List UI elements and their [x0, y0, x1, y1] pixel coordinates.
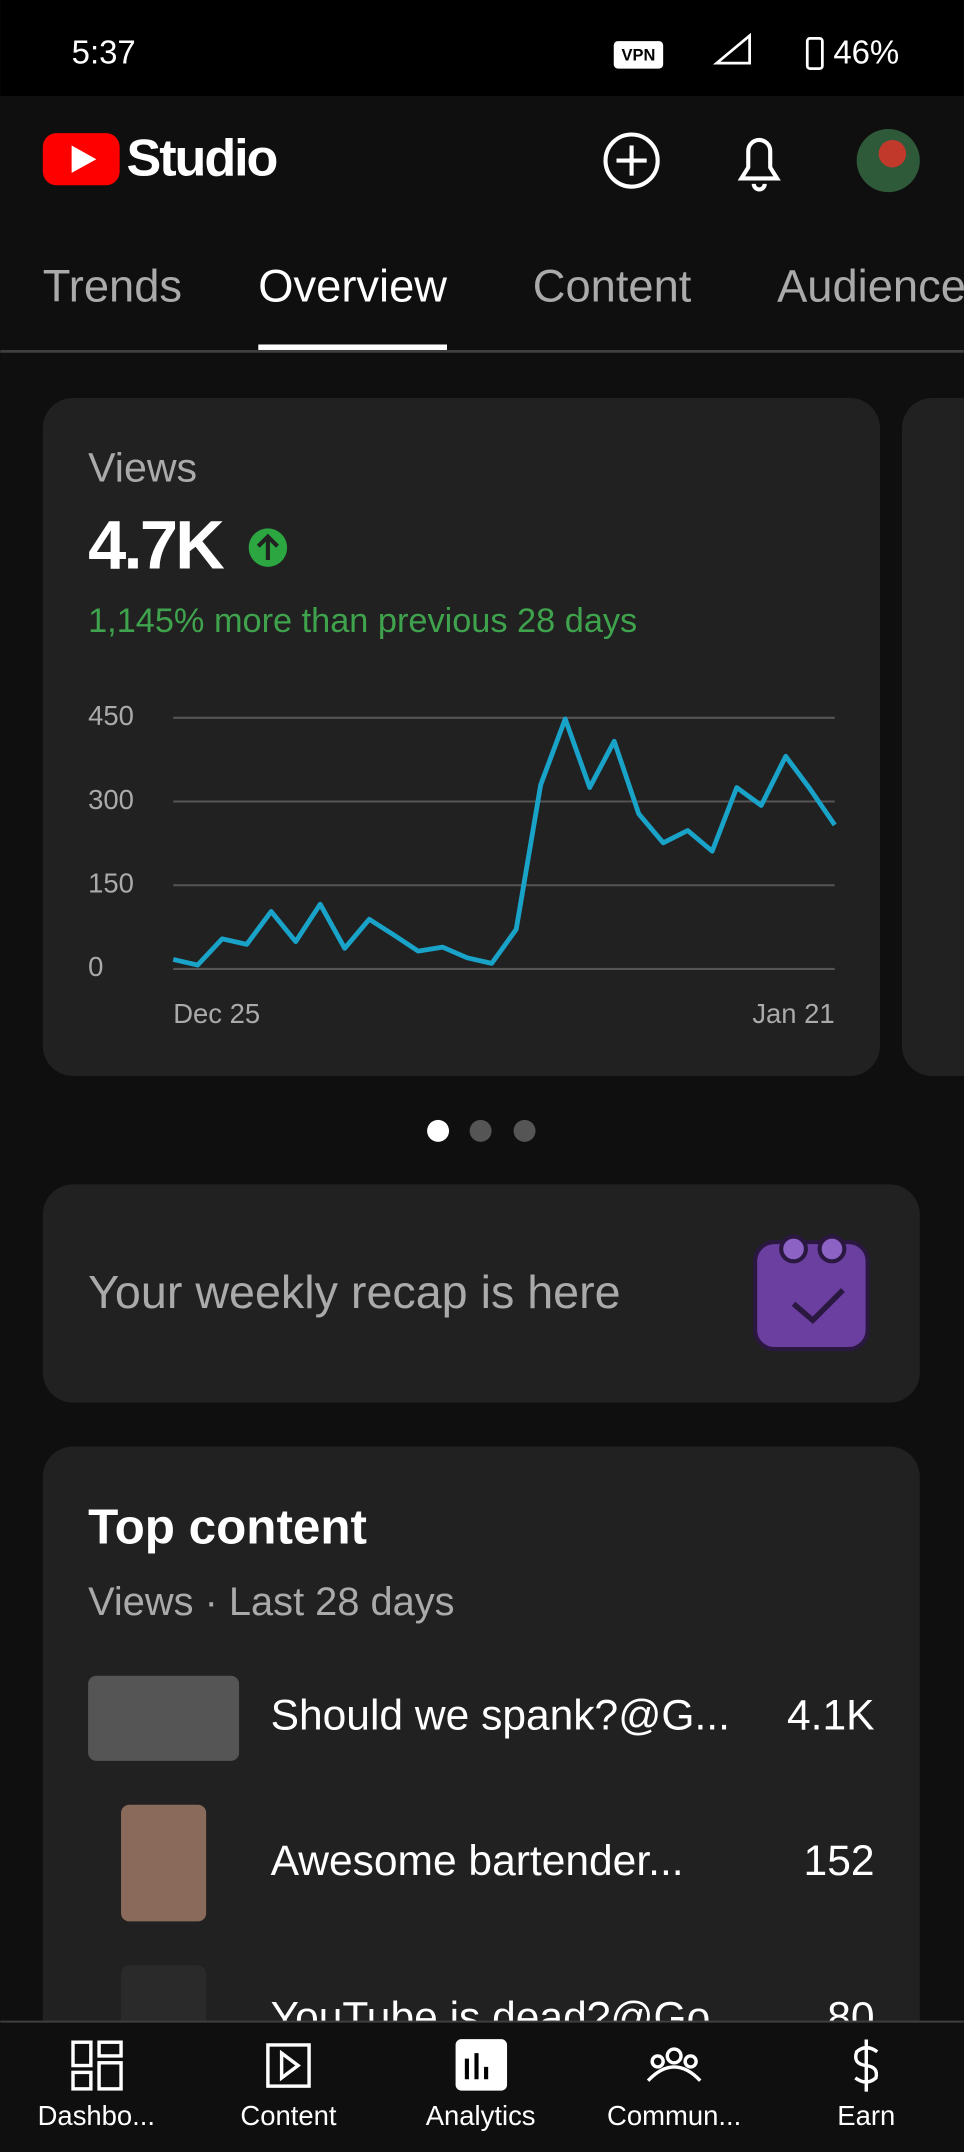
- app-name: Studio: [127, 130, 277, 188]
- thumbnail[interactable]: [121, 1804, 207, 1922]
- next-card[interactable]: [901, 398, 964, 1076]
- video-views: 152: [804, 1837, 875, 1885]
- page-dot-active[interactable]: [427, 1119, 450, 1142]
- tab[interactable]: Trends: [43, 261, 182, 312]
- battery-level: 46%: [833, 34, 899, 71]
- nav-icons: [71, 2039, 879, 2092]
- avatar-detail: [878, 139, 907, 168]
- recap-icon: [753, 1234, 870, 1352]
- video-title[interactable]: Should we spank?@G...: [271, 1692, 730, 1740]
- trend-arrow: [256, 533, 279, 560]
- battery-icon: [805, 37, 824, 70]
- tab-bar: Trends Overview Content Audience: [43, 261, 964, 350]
- top-content-list: Should we spank?@G... 4.1K Awesome bartend…: [88, 1675, 875, 2083]
- card-title: Views: [88, 445, 197, 491]
- comparison: 1,145% more than previous 28 days: [88, 602, 637, 640]
- nav-label[interactable]: Commun...: [607, 2100, 741, 2131]
- views-total: 4.7K: [88, 506, 224, 583]
- nav-label[interactable]: Earn: [837, 2100, 895, 2131]
- top-content-card: [42, 1446, 920, 2152]
- y-tick-label: 450: [88, 700, 134, 731]
- nav-label[interactable]: Dashbo...: [38, 2100, 155, 2131]
- views-chart: 0 150 300 450 Dec 25 Jan 21: [88, 700, 837, 1029]
- tab-indicator: [258, 344, 448, 350]
- views-card[interactable]: [42, 398, 881, 1076]
- analytics-glyph: [464, 2053, 489, 2080]
- vpn-badge: [613, 41, 664, 69]
- notifications-button[interactable]: [737, 138, 781, 192]
- y-tick-label: 300: [88, 784, 134, 815]
- recap-text: Your weekly recap is here: [88, 1266, 621, 1318]
- video-views: 4.1K: [787, 1692, 874, 1740]
- tab[interactable]: Overview: [258, 261, 447, 312]
- section-title: Top content: [88, 1499, 367, 1554]
- tab[interactable]: Content: [533, 261, 692, 312]
- page-dot[interactable]: [513, 1119, 536, 1142]
- y-tick-label: 0: [88, 951, 103, 982]
- section-subtitle: Views · Last 28 days: [88, 1580, 454, 1624]
- signal-icon: [712, 32, 751, 65]
- tab[interactable]: Audience: [777, 261, 964, 312]
- y-tick-label: 150: [88, 867, 134, 898]
- data-line: [172, 716, 837, 968]
- page-dot[interactable]: [469, 1119, 492, 1142]
- x-tick-label: Jan 21: [752, 998, 834, 1029]
- status-bar: [0, 0, 964, 97]
- nav-label[interactable]: Analytics: [426, 2100, 536, 2131]
- nav-label[interactable]: Content: [240, 2100, 336, 2131]
- create-button[interactable]: [603, 132, 660, 189]
- vpn-text: VPN: [622, 47, 656, 65]
- x-tick-label: Dec 25: [173, 998, 260, 1029]
- nav-labels: Dashbo... Content Analytics Commun... Earn: [38, 2100, 896, 2131]
- video-title[interactable]: Awesome bartender...: [271, 1837, 684, 1885]
- thumbnail[interactable]: [88, 1675, 240, 1761]
- recap-card[interactable]: [42, 1184, 920, 1403]
- clock: 5:37: [72, 34, 136, 71]
- logo-play: [71, 145, 97, 173]
